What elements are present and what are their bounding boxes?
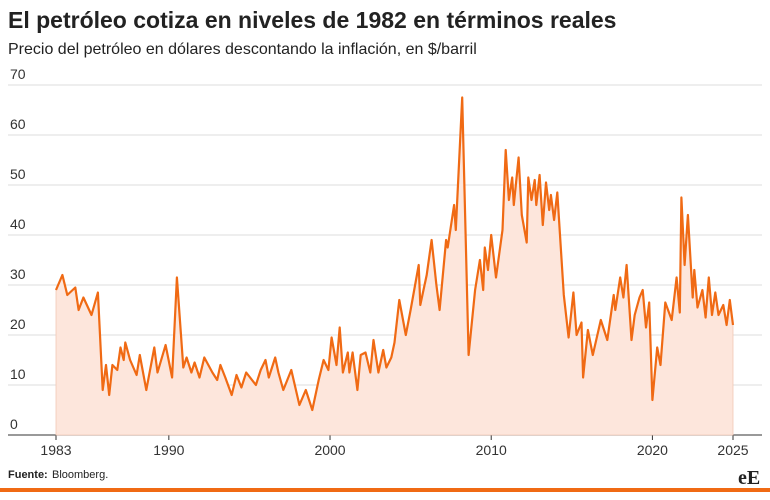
x-tick-label: 2020	[637, 442, 668, 458]
chart-title: El petróleo cotiza en niveles de 1982 en…	[8, 7, 616, 33]
line	[54, 96, 735, 412]
logo: eE	[738, 467, 760, 489]
y-tick-label: 70	[10, 66, 26, 82]
source: Bloomberg.	[52, 469, 108, 481]
chart-subtitle: Precio del petróleo en dólares descontan…	[8, 41, 477, 58]
source-label: Fuente:	[8, 469, 48, 481]
x-tick-label: 1983	[40, 442, 71, 458]
y-tick-label: 60	[10, 116, 26, 132]
x-tick-label: 2000	[314, 442, 345, 458]
x-tick-label: 1990	[153, 442, 184, 458]
y-tick-label: 50	[10, 166, 26, 182]
x-tick-label: 2010	[476, 442, 507, 458]
y-tick-label: 0	[10, 416, 18, 432]
y-tick-label: 10	[10, 366, 26, 382]
y-tick-label: 40	[10, 216, 26, 232]
footer-bar	[0, 488, 770, 492]
y-tick-label: 30	[10, 266, 26, 282]
x-tick-label: 2025	[717, 442, 748, 458]
y-tick-label: 20	[10, 316, 26, 332]
area	[55, 97, 734, 436]
